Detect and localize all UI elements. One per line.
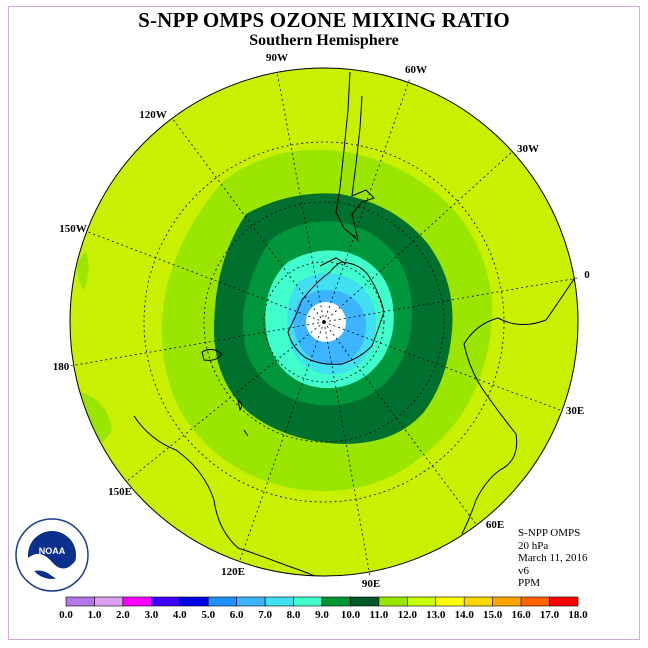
colorbar-swatch bbox=[350, 596, 380, 607]
lon-label-90e: 90E bbox=[362, 578, 380, 590]
info-block: S-NPP OMPS 20 hPa March 11, 2016 v6 PPM bbox=[518, 527, 588, 590]
colorbar-tick-label: 13.0 bbox=[426, 609, 446, 621]
colorbar-swatch bbox=[293, 596, 323, 607]
colorbar-tick-label: 5.0 bbox=[201, 609, 215, 621]
map-title: S-NPP OMPS OZONE MIXING RATIO bbox=[138, 8, 510, 32]
antarctic-peninsula bbox=[319, 257, 347, 267]
coastlines bbox=[133, 71, 578, 576]
colorbar-tick-label: 14.0 bbox=[455, 609, 475, 621]
meridian-120e bbox=[239, 321, 325, 561]
colorbar-swatch bbox=[151, 596, 181, 607]
colorbar-tick-label: 2.0 bbox=[116, 609, 130, 621]
noaa-logo-text: NOAA bbox=[39, 546, 66, 556]
lon-label-60e: 60E bbox=[486, 519, 504, 531]
colorbar-swatch bbox=[122, 596, 152, 607]
info-version: v6 bbox=[518, 564, 529, 577]
new-zealand-coast bbox=[201, 348, 223, 361]
colorbar-swatch bbox=[207, 596, 237, 607]
colorbar-tick-label: 3.0 bbox=[144, 609, 158, 621]
south-america-coast bbox=[335, 71, 375, 242]
meridian-60e bbox=[323, 321, 477, 525]
latitude-circle-30s bbox=[203, 201, 445, 443]
map-boundary bbox=[69, 67, 579, 577]
lon-label-60w: 60W bbox=[405, 64, 427, 76]
latitude-circle-60s bbox=[263, 261, 385, 383]
graticule bbox=[69, 71, 579, 577]
lon-label-180: 180 bbox=[53, 361, 70, 373]
colorbar-tick-label: 11.0 bbox=[370, 609, 389, 621]
colorbar-tick-label: 10.0 bbox=[341, 609, 361, 621]
colorbar-tick-label: 15.0 bbox=[483, 609, 503, 621]
noaa-logo-wave bbox=[28, 553, 76, 581]
islands-coast bbox=[237, 398, 249, 437]
lon-label-120e: 120E bbox=[221, 566, 245, 578]
map-subtitle: Southern Hemisphere bbox=[249, 32, 399, 49]
colorbar-swatch bbox=[378, 596, 408, 607]
colorbar-swatch bbox=[236, 596, 266, 607]
colorbar-swatch bbox=[321, 596, 351, 607]
figure-frame bbox=[8, 6, 640, 640]
colorbar-swatch bbox=[179, 596, 209, 607]
colorbar-tick-label: 7.0 bbox=[258, 609, 272, 621]
longitude-labels: 90W 60W 30W 0 30E 60E 90E 120E 150E 180 … bbox=[53, 52, 591, 590]
lon-label-0: 0 bbox=[584, 269, 590, 281]
ozone-field bbox=[70, 68, 578, 576]
colorbar-swatch bbox=[463, 596, 493, 607]
colorbar-tick-label: 18.0 bbox=[568, 609, 588, 621]
colorbar-swatch bbox=[520, 596, 550, 607]
lon-label-150e: 150E bbox=[108, 486, 132, 498]
lon-label-90w: 90W bbox=[266, 52, 288, 64]
info-units: PPM bbox=[518, 577, 541, 589]
colorbar-tick-label: 1.0 bbox=[88, 609, 102, 621]
colorbar-tick-label: 4.0 bbox=[173, 609, 187, 621]
lon-label-30e: 30E bbox=[566, 405, 584, 417]
colorbar-swatch bbox=[549, 596, 579, 607]
meridian-150w bbox=[87, 231, 325, 323]
antarctica-coast bbox=[287, 261, 385, 365]
meridian-30w bbox=[323, 151, 513, 323]
colorbar: 0.0 1.0 2.0 3.0 4.0 5.0 6.0 7.0 8.0 9.0 10.0 11.0 12… bbox=[59, 596, 588, 621]
africa-coast bbox=[461, 269, 578, 535]
colorbar-swatch bbox=[407, 596, 437, 607]
colorbar-tick-label: 16.0 bbox=[511, 609, 531, 621]
latitude-circle-0 bbox=[143, 141, 505, 503]
info-instrument: S-NPP OMPS bbox=[518, 527, 581, 539]
meridian-30e bbox=[323, 321, 561, 411]
colorbar-tick-label: 6.0 bbox=[230, 609, 244, 621]
noaa-logo-icon: NOAA bbox=[15, 518, 89, 592]
colorbar-swatch bbox=[492, 596, 522, 607]
colorbar-swatch bbox=[264, 596, 294, 607]
colorbar-tick-label: 17.0 bbox=[540, 609, 560, 621]
info-date: March 11, 2016 bbox=[518, 552, 588, 564]
colorbar-swatch bbox=[94, 596, 124, 607]
colorbar-tick-label: 0.0 bbox=[59, 609, 73, 621]
colorbar-swatch bbox=[435, 596, 465, 607]
colorbar-tick-label: 12.0 bbox=[398, 609, 418, 621]
australia-coast bbox=[133, 415, 329, 576]
colorbar-tick-label: 8.0 bbox=[287, 609, 301, 621]
lon-label-150w: 150W bbox=[59, 223, 87, 235]
meridian-90e bbox=[323, 321, 371, 577]
contour-patch-west bbox=[77, 250, 89, 290]
meridian-90w bbox=[276, 71, 325, 323]
colorbar-tick-label: 9.0 bbox=[315, 609, 329, 621]
info-level: 20 hPa bbox=[518, 539, 549, 552]
colorbar-swatch bbox=[65, 596, 95, 607]
lon-label-120w: 120W bbox=[139, 109, 167, 121]
lon-label-30w: 30W bbox=[517, 143, 539, 155]
meridian-60w bbox=[323, 77, 411, 323]
